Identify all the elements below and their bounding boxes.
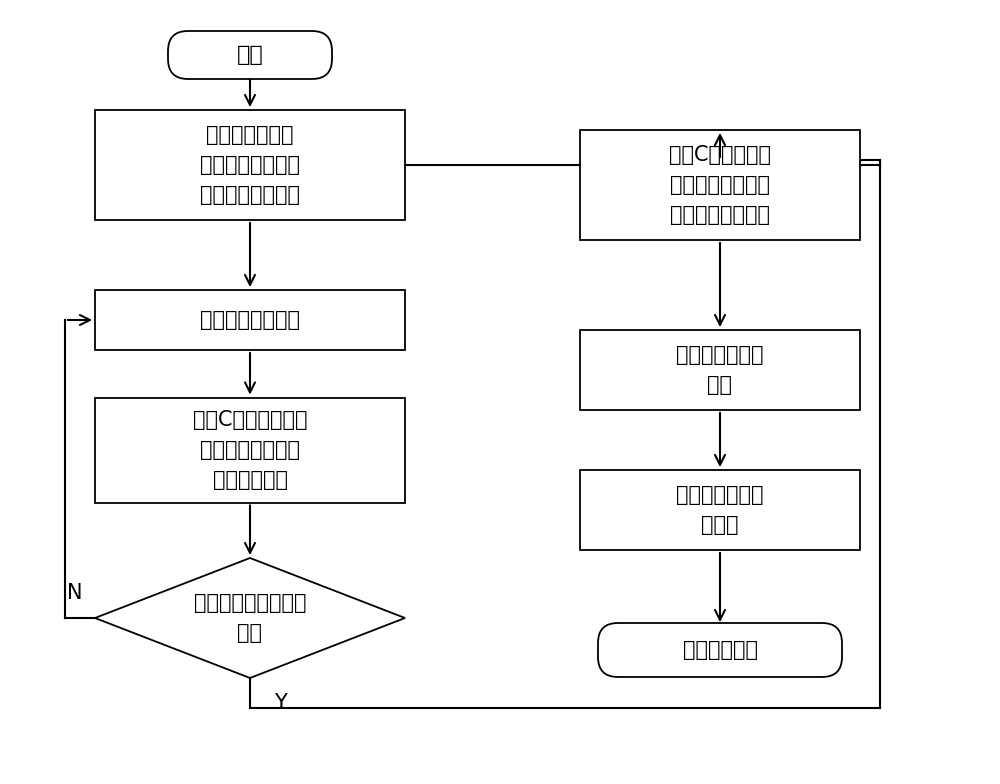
Polygon shape [95, 558, 405, 678]
Text: 计算位置反馈误差: 计算位置反馈误差 [200, 310, 300, 330]
Text: 采用饱和函数去
抖振: 采用饱和函数去 抖振 [676, 345, 764, 395]
FancyBboxPatch shape [95, 397, 405, 503]
FancyBboxPatch shape [95, 290, 405, 350]
Text: Y: Y [274, 693, 286, 713]
FancyBboxPatch shape [580, 130, 860, 240]
Text: 利用C语言编程，
按滑模变结构控制
算法计算位置指令: 利用C语言编程， 按滑模变结构控制 算法计算位置指令 [669, 145, 771, 224]
FancyBboxPatch shape [580, 330, 860, 410]
FancyBboxPatch shape [95, 110, 405, 220]
Text: 入口: 入口 [237, 45, 263, 65]
Text: 是否已在预设滑模面
上？: 是否已在预设滑模面 上？ [194, 593, 306, 643]
Text: N: N [67, 583, 83, 603]
FancyBboxPatch shape [598, 623, 842, 677]
Text: 读取初始时刻位
置、速度、加速度
采样值（测量值）: 读取初始时刻位 置、速度、加速度 采样值（测量值） [200, 125, 300, 205]
FancyBboxPatch shape [168, 31, 332, 79]
Text: 时变滑模变结构
控制律: 时变滑模变结构 控制律 [676, 485, 764, 535]
Text: 返回调用程序: 返回调用程序 [682, 640, 758, 660]
FancyBboxPatch shape [580, 470, 860, 550]
Text: 利用C语言编程，设
定时变滑模变结构
初始工况参数: 利用C语言编程，设 定时变滑模变结构 初始工况参数 [193, 410, 307, 489]
